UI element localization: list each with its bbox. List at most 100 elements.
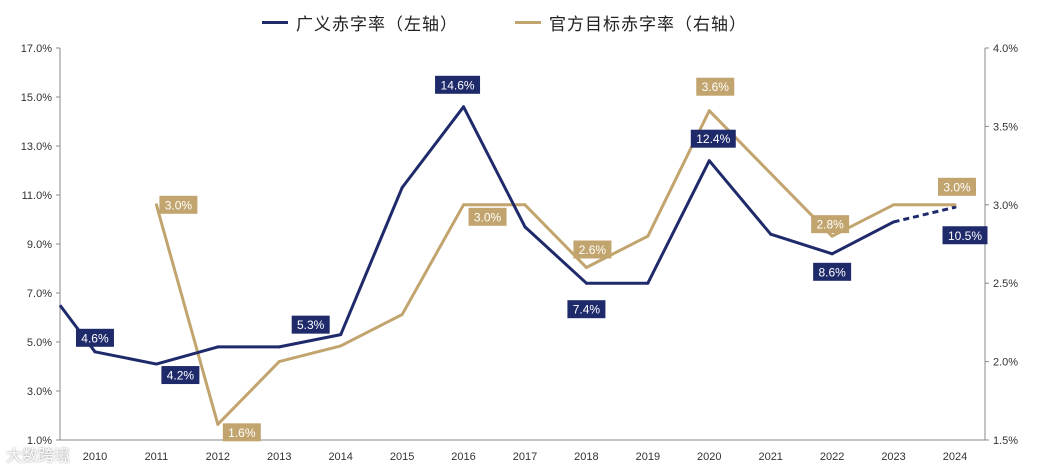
- data-label-official: 2.8%: [816, 218, 844, 232]
- data-point-broad: [892, 220, 896, 224]
- data-point-official: [400, 313, 404, 317]
- data-label-broad: 14.6%: [441, 78, 475, 92]
- data-point-official: [892, 203, 896, 207]
- data-label-official-box: [938, 177, 976, 196]
- legend-label-official: 官方目标赤字率（右轴）: [549, 15, 747, 35]
- x-tick-label: 2012: [206, 451, 230, 463]
- data-point-broad: [400, 186, 404, 190]
- data-point-broad: [277, 345, 281, 349]
- x-tick-label: 2023: [881, 451, 905, 463]
- right-tick-label: 4.0%: [993, 43, 1018, 55]
- x-tick-label: 2018: [574, 451, 598, 463]
- data-label-official-box: [811, 215, 850, 234]
- data-label-official: 1.6%: [228, 426, 256, 440]
- data-label-broad-box: [435, 75, 481, 94]
- data-point-official: [646, 234, 650, 238]
- data-point-broad: [830, 252, 834, 256]
- data-label-broad: 5.3%: [297, 318, 325, 332]
- right-tick-label: 1.5%: [993, 435, 1018, 447]
- data-label-broad-box: [75, 328, 114, 347]
- legend: 广义赤字率（左轴） 官方目标赤字率（右轴）: [0, 10, 1039, 38]
- legend-item-official: 官方目标赤字率（右轴）: [515, 10, 747, 35]
- x-tick-label: 2021: [758, 451, 782, 463]
- right-tick-label: 3.5%: [993, 121, 1018, 133]
- legend-label-broad: 广义赤字率（左轴）: [296, 15, 458, 35]
- data-point-broad: [93, 350, 97, 354]
- left-tick-label: 13.0%: [21, 141, 52, 153]
- data-label-broad: 8.6%: [818, 265, 846, 279]
- x-tick-label: 2017: [513, 451, 537, 463]
- data-point-broad: [707, 159, 711, 163]
- data-label-official-box: [159, 195, 198, 214]
- x-tick-label: 2014: [328, 451, 352, 463]
- data-point-official: [462, 203, 466, 207]
- legend-item-broad: 广义赤字率（左轴）: [262, 10, 458, 35]
- data-label-broad: 4.2%: [167, 369, 195, 383]
- left-tick-label: 17.0%: [21, 43, 52, 55]
- x-tick-label: 2020: [697, 451, 721, 463]
- data-label-official-box: [696, 77, 735, 96]
- left-tick-label: 11.0%: [22, 190, 53, 202]
- watermark-text: 大数跨境: [6, 446, 71, 465]
- left-tick-label: 5.0%: [27, 337, 52, 349]
- data-label-official-box: [573, 240, 612, 259]
- data-point-broad: [953, 205, 957, 209]
- data-label-official: 2.6%: [579, 243, 607, 257]
- data-label-broad-box: [567, 300, 606, 319]
- x-tick-label: 2024: [943, 451, 967, 463]
- right-tick-label: 2.0%: [993, 357, 1018, 369]
- data-label-broad-box: [690, 129, 736, 148]
- data-label-broad-box: [942, 226, 988, 245]
- data-label-official: 3.0%: [165, 198, 193, 212]
- data-label-broad-box: [291, 315, 330, 334]
- data-point-official: [216, 422, 220, 426]
- data-point-broad: [646, 281, 650, 285]
- left-tick-label: 1.0%: [27, 435, 52, 447]
- data-label-broad-box: [813, 262, 852, 281]
- left-tick-label: 9.0%: [27, 239, 52, 251]
- data-label-broad: 4.6%: [81, 331, 109, 345]
- data-point-broad: [339, 333, 343, 337]
- data-point-official: [830, 234, 834, 238]
- data-label-broad: 10.5%: [948, 229, 982, 243]
- data-label-official: 3.6%: [702, 80, 730, 94]
- x-tick-label: 2019: [636, 451, 660, 463]
- series-line-broad: [58, 105, 895, 366]
- data-label-official-box: [222, 423, 261, 442]
- x-tick-label: 2010: [83, 451, 107, 463]
- data-label-broad-box: [161, 366, 200, 385]
- data-label-official: 3.0%: [943, 180, 971, 194]
- left-tick-label: 15.0%: [21, 92, 52, 104]
- data-point-official: [523, 203, 527, 207]
- data-point-broad: [523, 225, 527, 229]
- x-tick-label: 2016: [451, 451, 475, 463]
- right-tick-label: 3.0%: [993, 200, 1018, 212]
- data-label-broad: 12.4%: [696, 132, 730, 146]
- x-tick-label: 2022: [820, 451, 844, 463]
- left-tick-label: 7.0%: [27, 288, 52, 300]
- series-line-broad-forecast: [893, 205, 956, 224]
- data-label-official: 3.0%: [474, 210, 502, 224]
- data-label-broad: 7.4%: [573, 303, 601, 317]
- data-point-official: [707, 109, 711, 113]
- data-point-broad: [216, 345, 220, 349]
- data-point-official: [339, 344, 343, 348]
- right-tick-label: 2.5%: [993, 278, 1018, 290]
- data-point-broad: [584, 281, 588, 285]
- data-point-official: [769, 171, 773, 175]
- data-point-official: [584, 266, 588, 270]
- legend-swatch-official: [515, 21, 541, 24]
- data-label-official-box: [468, 207, 507, 226]
- left-tick-label: 3.0%: [27, 386, 52, 398]
- legend-swatch-broad: [262, 21, 288, 24]
- x-tick-label: 2013: [267, 451, 291, 463]
- data-point-broad: [154, 362, 158, 366]
- data-point-broad: [462, 105, 466, 109]
- x-tick-label: 2015: [390, 451, 414, 463]
- data-point-broad: [769, 232, 773, 236]
- data-point-official: [953, 203, 957, 207]
- data-point-official: [277, 360, 281, 364]
- x-tick-label: 2011: [145, 451, 169, 463]
- data-point-official: [154, 203, 158, 207]
